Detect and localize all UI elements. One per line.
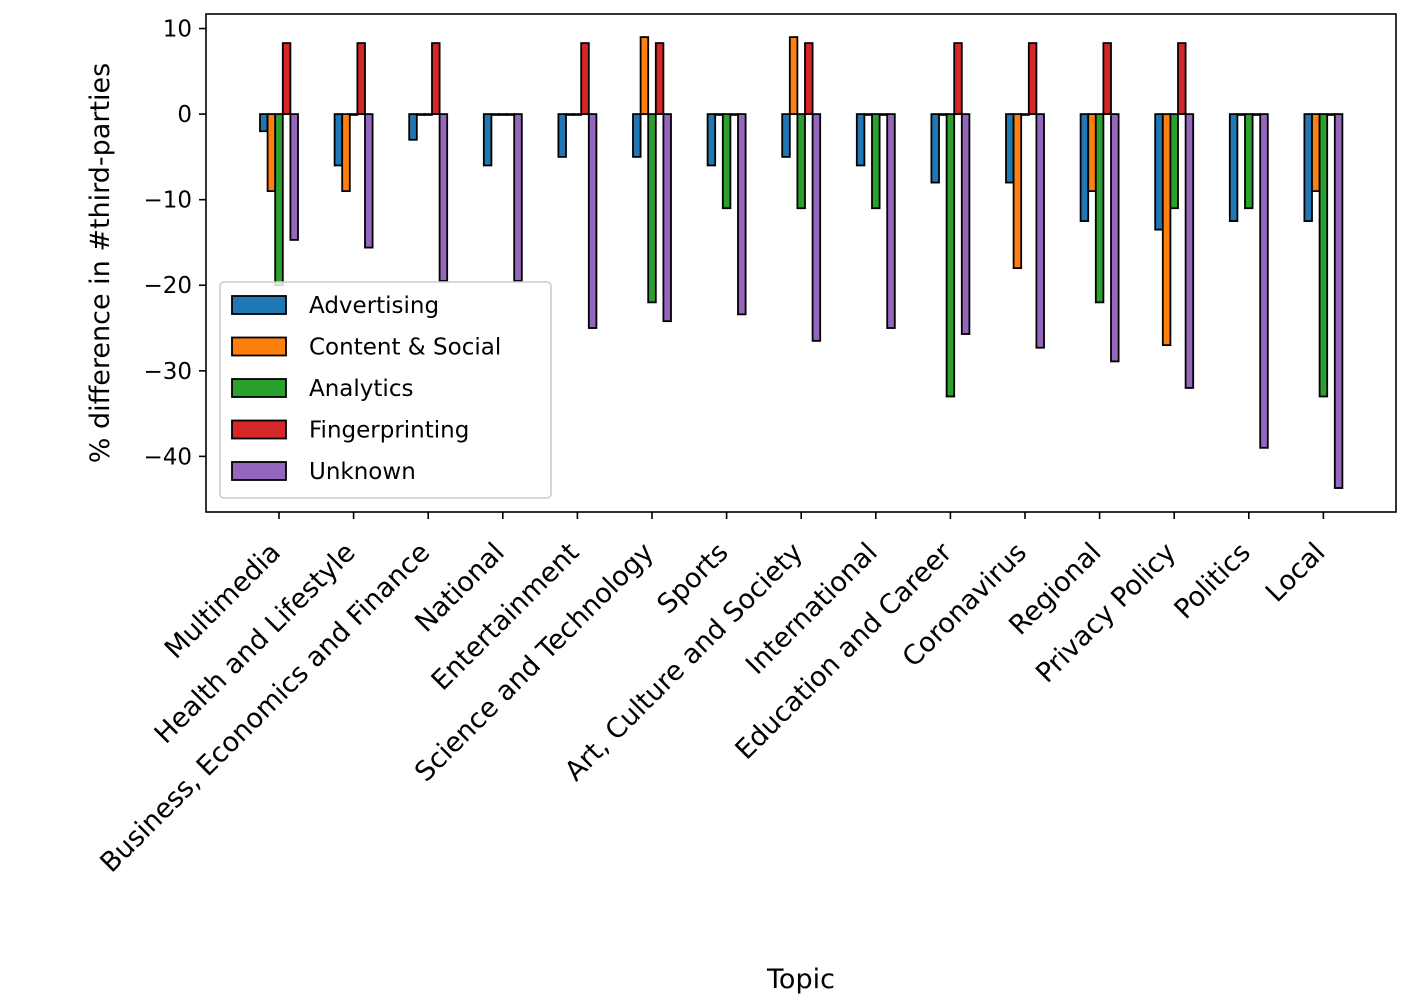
bar-content-social-sports <box>714 113 724 116</box>
bar-fingerprinting-science-and-technology <box>654 42 665 116</box>
bar-fingerprinting-privacy-policy <box>1177 42 1187 116</box>
bar-content-social-business-economics-and-finance <box>415 113 426 116</box>
legend-label-content-social: Content & Social <box>309 335 501 361</box>
bar-analytics-international <box>871 113 881 210</box>
bar-advertising-local <box>1303 113 1313 222</box>
bar-advertising-national <box>482 113 493 167</box>
bar-advertising-regional <box>1079 113 1090 222</box>
bars-layer <box>259 36 1344 489</box>
bar-unknown-privacy-policy <box>1184 113 1195 389</box>
legend-label-advertising: Advertising <box>309 293 439 319</box>
bar-advertising-politics <box>1228 113 1239 222</box>
legend-label-unknown: Unknown <box>309 459 416 485</box>
bar-analytics-politics <box>1244 113 1254 210</box>
bar-content-social-privacy-policy <box>1161 113 1172 347</box>
bar-analytics-local <box>1318 113 1329 398</box>
bar-advertising-privacy-policy <box>1154 113 1164 231</box>
bar-content-social-national <box>490 113 500 116</box>
bar-unknown-coronavirus <box>1035 113 1045 349</box>
bar-content-social-entertainment <box>565 113 575 116</box>
bar-content-social-multimedia <box>266 113 277 193</box>
bar-unknown-international <box>886 113 896 329</box>
bar-advertising-coronavirus <box>1005 113 1015 184</box>
bar-analytics-education-and-career <box>945 113 956 398</box>
bar-analytics-coronavirus <box>1020 113 1030 116</box>
bar-analytics-multimedia <box>274 113 284 287</box>
bar-fingerprinting-politics <box>1251 113 1262 116</box>
bar-unknown-health-and-lifestyle <box>364 113 374 249</box>
legend-frame <box>219 281 552 499</box>
bar-fingerprinting-art-culture-and-society <box>804 42 814 116</box>
bar-content-social-regional <box>1087 113 1097 193</box>
bar-unknown-local <box>1333 113 1344 489</box>
bar-content-social-local <box>1311 113 1321 193</box>
legend-label-analytics: Analytics <box>309 376 413 402</box>
bar-advertising-multimedia <box>259 113 269 133</box>
bar-fingerprinting-national <box>505 113 516 116</box>
bar-advertising-sports <box>706 113 717 167</box>
bar-unknown-regional <box>1110 113 1120 363</box>
bar-content-social-science-and-technology <box>639 36 650 116</box>
bar-unknown-education-and-career <box>960 113 971 335</box>
bar-advertising-entertainment <box>557 113 567 158</box>
bar-advertising-education-and-career <box>930 113 940 184</box>
bar-advertising-business-economics-and-finance <box>408 113 418 141</box>
bar-analytics-art-culture-and-society <box>796 113 806 210</box>
bar-unknown-entertainment <box>587 113 598 329</box>
bar-fingerprinting-local <box>1326 113 1336 116</box>
bar-content-social-coronavirus <box>1012 113 1023 270</box>
bar-unknown-sports <box>737 113 747 316</box>
bar-content-social-health-and-lifestyle <box>341 113 351 193</box>
y-tick-label: −30 <box>143 359 192 385</box>
bar-fingerprinting-education-and-career <box>953 42 963 116</box>
bar-advertising-art-culture-and-society <box>781 113 791 158</box>
y-tick-label: −40 <box>143 444 192 470</box>
bar-advertising-international <box>855 113 866 167</box>
bar-unknown-multimedia <box>289 113 299 241</box>
bar-fingerprinting-entertainment <box>580 42 590 116</box>
bar-content-social-international <box>863 113 873 116</box>
bar-fingerprinting-coronavirus <box>1027 42 1038 116</box>
bar-fingerprinting-business-economics-and-finance <box>431 42 441 116</box>
bar-unknown-politics <box>1259 113 1269 449</box>
bar-advertising-science-and-technology <box>632 113 642 158</box>
x-axis-title: Topic <box>766 964 835 995</box>
bar-content-social-education-and-career <box>938 113 948 116</box>
bar-analytics-health-and-lifestyle <box>348 113 359 116</box>
legend-swatch-advertising <box>231 295 287 315</box>
legend-swatch-fingerprinting <box>231 419 287 440</box>
y-axis-title: % difference in #third-parties <box>85 63 116 463</box>
y-tick-label: −10 <box>143 188 192 214</box>
legend-label-fingerprinting: Fingerprinting <box>309 418 469 444</box>
bar-unknown-business-economics-and-finance <box>438 113 449 282</box>
bar-unknown-national <box>513 113 523 282</box>
legend-swatch-unknown <box>231 461 287 481</box>
bar-advertising-health-and-lifestyle <box>333 113 344 167</box>
bar-analytics-national <box>498 113 508 116</box>
bar-fingerprinting-international <box>878 113 889 116</box>
y-tick-label: 10 <box>163 17 192 43</box>
y-axis: 10 0 −10 −20 −30 −40 <box>143 17 206 470</box>
bar-analytics-privacy-policy <box>1169 113 1179 210</box>
bar-fingerprinting-health-and-lifestyle <box>356 42 366 116</box>
bar-fingerprinting-multimedia <box>281 42 292 116</box>
bar-unknown-science-and-technology <box>662 113 672 323</box>
bar-fingerprinting-regional <box>1102 42 1112 116</box>
bar-content-social-politics <box>1236 113 1246 116</box>
y-tick-label: −20 <box>143 273 192 299</box>
legend: Advertising Content & Social Analytics Fing… <box>219 281 552 499</box>
bar-analytics-regional <box>1094 113 1105 304</box>
bar-analytics-entertainment <box>572 113 583 116</box>
y-tick-label: 0 <box>177 102 192 128</box>
bar-analytics-sports <box>721 113 732 210</box>
bar-unknown-art-culture-and-society <box>811 113 822 342</box>
bar-analytics-business-economics-and-finance <box>423 113 433 116</box>
bar-content-social-art-culture-and-society <box>788 36 799 116</box>
legend-swatch-analytics <box>231 378 287 398</box>
bar-fingerprinting-sports <box>729 113 739 116</box>
bar-analytics-science-and-technology <box>647 113 657 304</box>
legend-swatch-content-social <box>231 336 287 357</box>
